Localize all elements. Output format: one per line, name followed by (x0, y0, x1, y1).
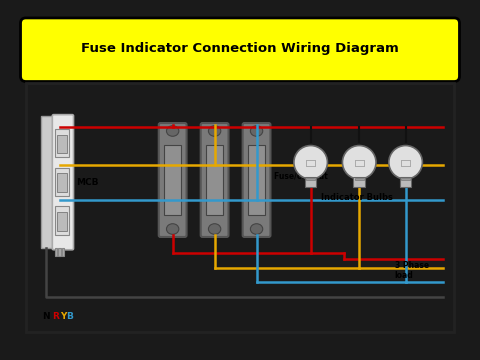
Bar (57, 212, 67, 231)
Bar (401, 178, 410, 180)
Bar (41, 116, 54, 248)
Bar (355, 178, 364, 180)
Ellipse shape (251, 224, 263, 234)
Text: B: B (67, 312, 73, 321)
Circle shape (389, 145, 422, 179)
Bar (353, 177, 365, 187)
Text: Fuse Indicator Connection Wiring Diagram: Fuse Indicator Connection Wiring Diagram (81, 42, 399, 55)
Ellipse shape (251, 126, 263, 136)
Bar (61, 248, 64, 256)
Bar (55, 129, 69, 157)
Bar (57, 174, 67, 192)
Text: R: R (52, 312, 60, 321)
Text: Fuse/cut out: Fuse/cut out (274, 171, 328, 180)
Text: Y: Y (60, 312, 67, 321)
Bar (400, 177, 411, 187)
Bar (55, 248, 57, 256)
FancyBboxPatch shape (201, 123, 228, 237)
FancyBboxPatch shape (21, 18, 459, 81)
FancyBboxPatch shape (52, 114, 73, 250)
Bar (206, 145, 223, 215)
Text: Indicator Bulbs: Indicator Bulbs (321, 193, 393, 202)
Text: MCB: MCB (76, 178, 98, 187)
Circle shape (294, 145, 327, 179)
Bar (55, 168, 69, 196)
Ellipse shape (167, 126, 179, 136)
Circle shape (342, 145, 376, 179)
Bar (306, 178, 315, 180)
Bar (57, 135, 67, 153)
Bar (55, 207, 69, 235)
Bar (305, 177, 316, 187)
Ellipse shape (208, 224, 221, 234)
Bar (26, 83, 454, 332)
Ellipse shape (167, 224, 179, 234)
Bar (248, 145, 265, 215)
Text: 3 Phase
load: 3 Phase load (395, 261, 429, 280)
Ellipse shape (208, 126, 221, 136)
Text: N: N (42, 312, 49, 321)
FancyBboxPatch shape (159, 123, 187, 237)
Bar (164, 145, 181, 215)
FancyBboxPatch shape (243, 123, 270, 237)
Bar (58, 248, 60, 256)
